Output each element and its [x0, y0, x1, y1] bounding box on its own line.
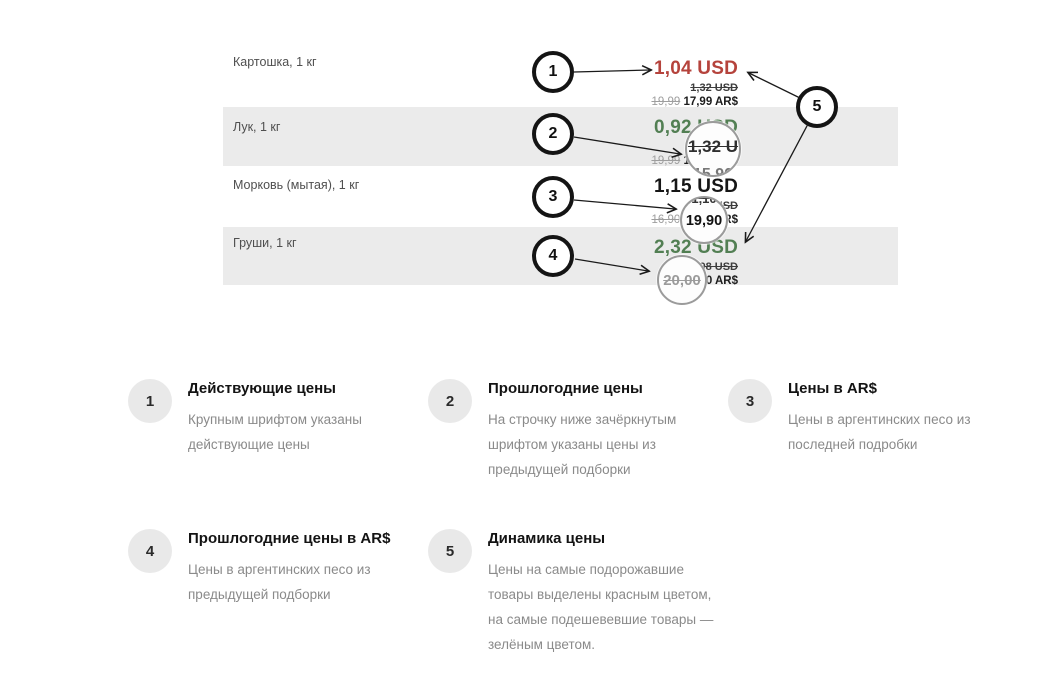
- legend-line: Цены в аргентинских песо из: [788, 412, 971, 427]
- last-year-price-usd: 1,32 USD: [690, 82, 738, 94]
- legend-item-ars-prices: 3 Цены в AR$ Цены в аргентинских песо из…: [728, 379, 971, 457]
- legend-number-badge: 1: [128, 379, 172, 423]
- lens-value: 1,32 U: [687, 137, 739, 156]
- legend-number-badge: 5: [428, 529, 472, 573]
- magnifier-lens-current-ars: 19,90 1,10: [680, 196, 728, 244]
- legend-item-last-year-ars: 4 Прошлогодние цены в AR$ Цены в аргенти…: [128, 529, 390, 607]
- legend-line: действующие цены: [188, 437, 310, 452]
- legend-title: Прошлогодние цены в AR$: [188, 530, 391, 547]
- legend-text: Динамика цены Цены на самые подорожавшие…: [488, 529, 713, 657]
- marker-4: 4: [532, 235, 574, 277]
- current-price-usd: 2,32 USD: [654, 237, 738, 258]
- marker-2: 2: [532, 113, 574, 155]
- legend-line: Цены на самые подорожавшие: [488, 562, 684, 577]
- price-ars-line: 19,99 17,99 AR$: [651, 95, 738, 109]
- last-year-price-ars: 16,90: [651, 214, 681, 226]
- legend-item-last-year-prices: 2 Прошлогодние цены На строчку ниже зачё…: [428, 379, 676, 482]
- legend-line: На строчку ниже зачёркнутым: [488, 412, 677, 427]
- legend-item-current-prices: 1 Действующие цены Крупным шрифтом указа…: [128, 379, 362, 457]
- last-year-price-ars: 19,99: [651, 155, 681, 167]
- legend-line: на самые подешевевшие товары —: [488, 612, 714, 627]
- price-block-potato: 1,04 USD 1,32 USD 19,99 17,99 AR$: [651, 58, 738, 109]
- marker-1: 1: [532, 51, 574, 93]
- current-price-ars: 17,99 AR$: [683, 96, 738, 108]
- legend-line: предыдущей подборки: [488, 462, 631, 477]
- legend-text: Цены в AR$ Цены в аргентинских песо из п…: [788, 379, 971, 457]
- magnifier-lens-last-year-ars: 20,00: [657, 255, 707, 305]
- legend-title: Цены в AR$: [788, 380, 877, 397]
- legend-line: шрифтом указаны цены из: [488, 437, 656, 452]
- lens-value: 20,00: [663, 271, 701, 289]
- legend-text: Прошлогодние цены На строчку ниже зачёрк…: [488, 379, 676, 482]
- last-year-price-ars: 19,99: [651, 96, 681, 108]
- lens-value: 19,90: [685, 213, 723, 229]
- legend-number-badge: 4: [128, 529, 172, 573]
- legend-number-badge: 2: [428, 379, 472, 423]
- product-label: Морковь (мытая), 1 кг: [233, 178, 360, 192]
- legend-item-price-dynamics: 5 Динамика цены Цены на самые подорожавш…: [428, 529, 713, 657]
- legend-line: Крупным шрифтом указаны: [188, 412, 362, 427]
- legend-line: Цены в аргентинских песо из: [188, 562, 371, 577]
- legend-line: товары выделены красным цветом,: [488, 587, 712, 602]
- legend-title: Действующие цены: [188, 380, 336, 397]
- product-label: Груши, 1 кг: [233, 236, 297, 250]
- legend-line: зелёным цветом.: [488, 637, 596, 652]
- marker-5: 5: [796, 86, 838, 128]
- marker-3: 3: [532, 176, 574, 218]
- legend-title: Прошлогодние цены: [488, 380, 643, 397]
- legend-line: последней подробки: [788, 437, 918, 452]
- lens-value-fragment: 1,10: [691, 196, 717, 206]
- legend-number-badge: 3: [728, 379, 772, 423]
- current-price-usd: 1,04 USD: [654, 58, 738, 79]
- legend-text: Прошлогодние цены в AR$ Цены в аргентинс…: [188, 529, 390, 607]
- product-label: Лук, 1 кг: [233, 120, 281, 134]
- legend-text: Действующие цены Крупным шрифтом указаны…: [188, 379, 362, 457]
- magnifier-lens-last-year-usd: 1,32 U 15,90: [685, 121, 741, 177]
- legend-title: Динамика цены: [488, 530, 606, 547]
- lens-value-fragment: 15,90: [692, 166, 734, 177]
- current-price-usd: 1,15 USD: [654, 176, 738, 197]
- product-label: Картошка, 1 кг: [233, 55, 317, 69]
- legend-line: предыдущей подборки: [188, 587, 331, 602]
